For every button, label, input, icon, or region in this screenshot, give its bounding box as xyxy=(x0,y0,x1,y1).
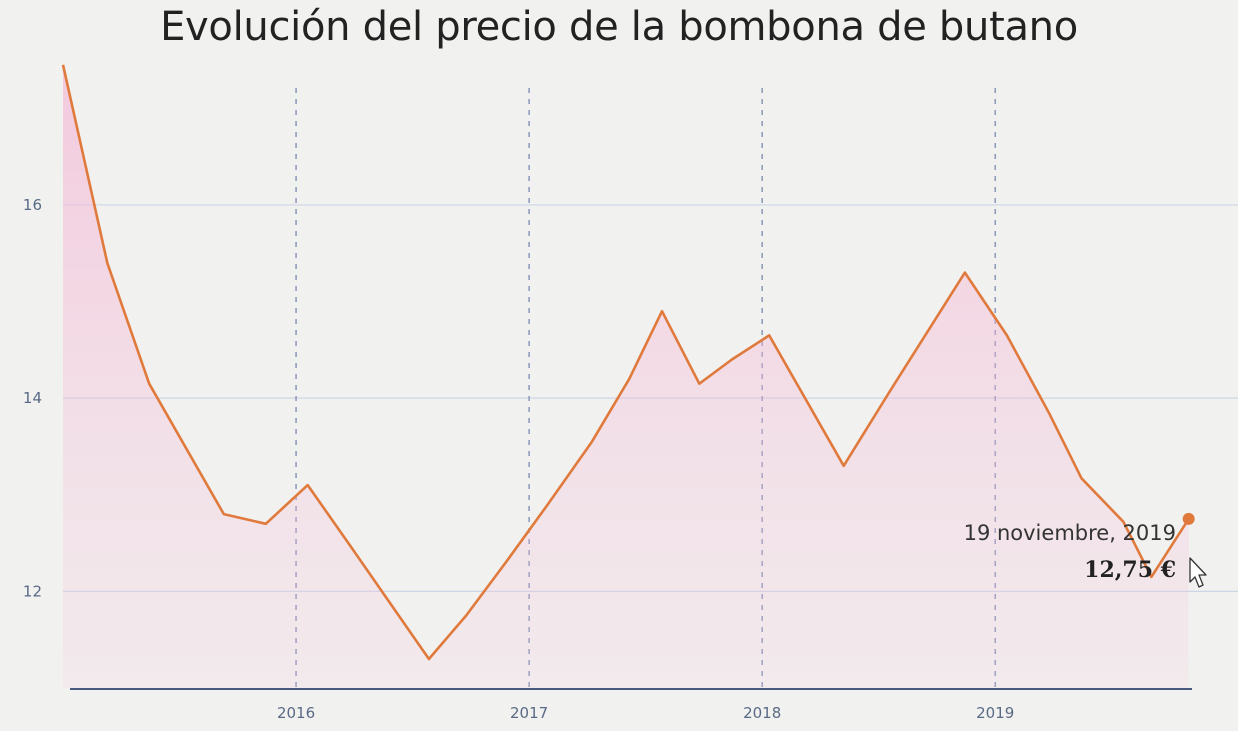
data-point[interactable] xyxy=(693,378,705,390)
data-point[interactable] xyxy=(143,378,155,390)
data-point[interactable] xyxy=(460,610,472,622)
x-tick-label: 2017 xyxy=(510,704,548,722)
data-point[interactable] xyxy=(57,59,69,71)
y-tick-label: 16 xyxy=(23,196,42,214)
data-point[interactable] xyxy=(586,436,598,448)
highlight-point[interactable] xyxy=(1182,512,1195,525)
data-point[interactable] xyxy=(302,479,314,491)
cursor-arrow-icon xyxy=(1189,557,1207,588)
data-point[interactable] xyxy=(656,305,668,317)
data-point[interactable] xyxy=(959,267,971,279)
data-point[interactable] xyxy=(1075,472,1087,484)
data-point[interactable] xyxy=(260,518,272,530)
y-tick-label: 14 xyxy=(23,389,42,407)
data-point[interactable] xyxy=(344,539,356,551)
data-point[interactable] xyxy=(542,498,554,510)
data-point[interactable] xyxy=(101,257,113,269)
data-point[interactable] xyxy=(1001,329,1013,341)
data-point[interactable] xyxy=(500,556,512,568)
x-tick-label: 2018 xyxy=(743,704,781,722)
data-point[interactable] xyxy=(423,653,435,665)
data-point[interactable] xyxy=(884,384,896,396)
x-tick-label: 2016 xyxy=(277,704,315,722)
data-point[interactable] xyxy=(763,329,775,341)
tooltip-value: 12,75 € xyxy=(1084,557,1176,583)
chart-title: Evolución del precio de la bombona de bu… xyxy=(160,4,1078,50)
data-point[interactable] xyxy=(1043,407,1055,419)
data-point[interactable] xyxy=(623,373,635,385)
series-area xyxy=(63,64,1189,689)
x-tick-label: 2019 xyxy=(976,704,1014,722)
data-point[interactable] xyxy=(218,508,230,520)
data-point[interactable] xyxy=(838,460,850,472)
data-point[interactable] xyxy=(726,354,738,366)
tooltip-date: 19 noviembre, 2019 xyxy=(964,521,1176,545)
y-tick-label: 12 xyxy=(23,582,42,600)
series-line xyxy=(61,64,1190,661)
